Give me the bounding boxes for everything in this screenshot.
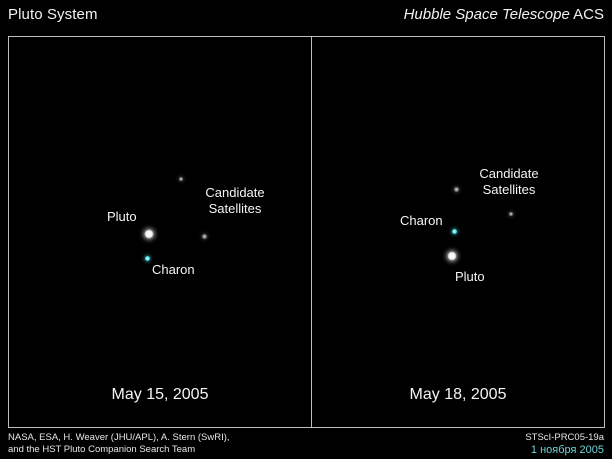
image-credits: NASA, ESA, H. Weaver (JHU/APL), A. Stern… [8,432,230,456]
charon-dot [145,256,150,261]
candidate-satellites-label: Candidate Satellites [195,185,275,217]
satellite-dot-lower [202,234,207,239]
satellites-label-line1: Candidate [205,185,265,200]
satellite-dot-right [509,212,513,216]
satellites-label-line2: Satellites [482,182,536,197]
image-title: Pluto System [8,6,98,23]
satellites-label-line2: Satellites [208,201,262,216]
charon-dot [452,229,457,234]
observation-date: May 15, 2005 [111,386,209,403]
release-info: STScI-PRC05-19a 1 ноября 2005 [525,432,604,456]
credits-line1: NASA, ESA, H. Weaver (JHU/APL), A. Stern… [8,432,230,443]
satellites-label-line1: Candidate [479,166,539,181]
release-id: STScI-PRC05-19a [525,432,604,443]
panel-may-18: Candidate Satellites Charon Pluto May 18… [311,36,605,428]
observation-date: May 18, 2005 [409,386,507,403]
charon-label: Charon [400,213,443,228]
satellite-dot-upper [179,177,183,181]
candidate-satellites-label: Candidate Satellites [464,166,554,198]
satellite-dot-left [454,187,459,192]
panel-may-15: Candidate Satellites Pluto Charon May 15… [8,36,312,428]
pluto-label: Pluto [107,209,137,224]
instrument-name: Hubble Space Telescope [403,6,570,23]
instrument-suffix: ACS [569,6,604,23]
pluto-dot [447,251,457,261]
pluto-label: Pluto [455,269,485,284]
instrument-label: Hubble Space Telescope ACS [404,6,604,23]
charon-label: Charon [152,262,195,277]
date-caption: 1 ноября 2005 [530,444,604,456]
credits-line2: and the HST Pluto Companion Search Team [8,444,196,455]
pluto-dot [144,229,154,239]
